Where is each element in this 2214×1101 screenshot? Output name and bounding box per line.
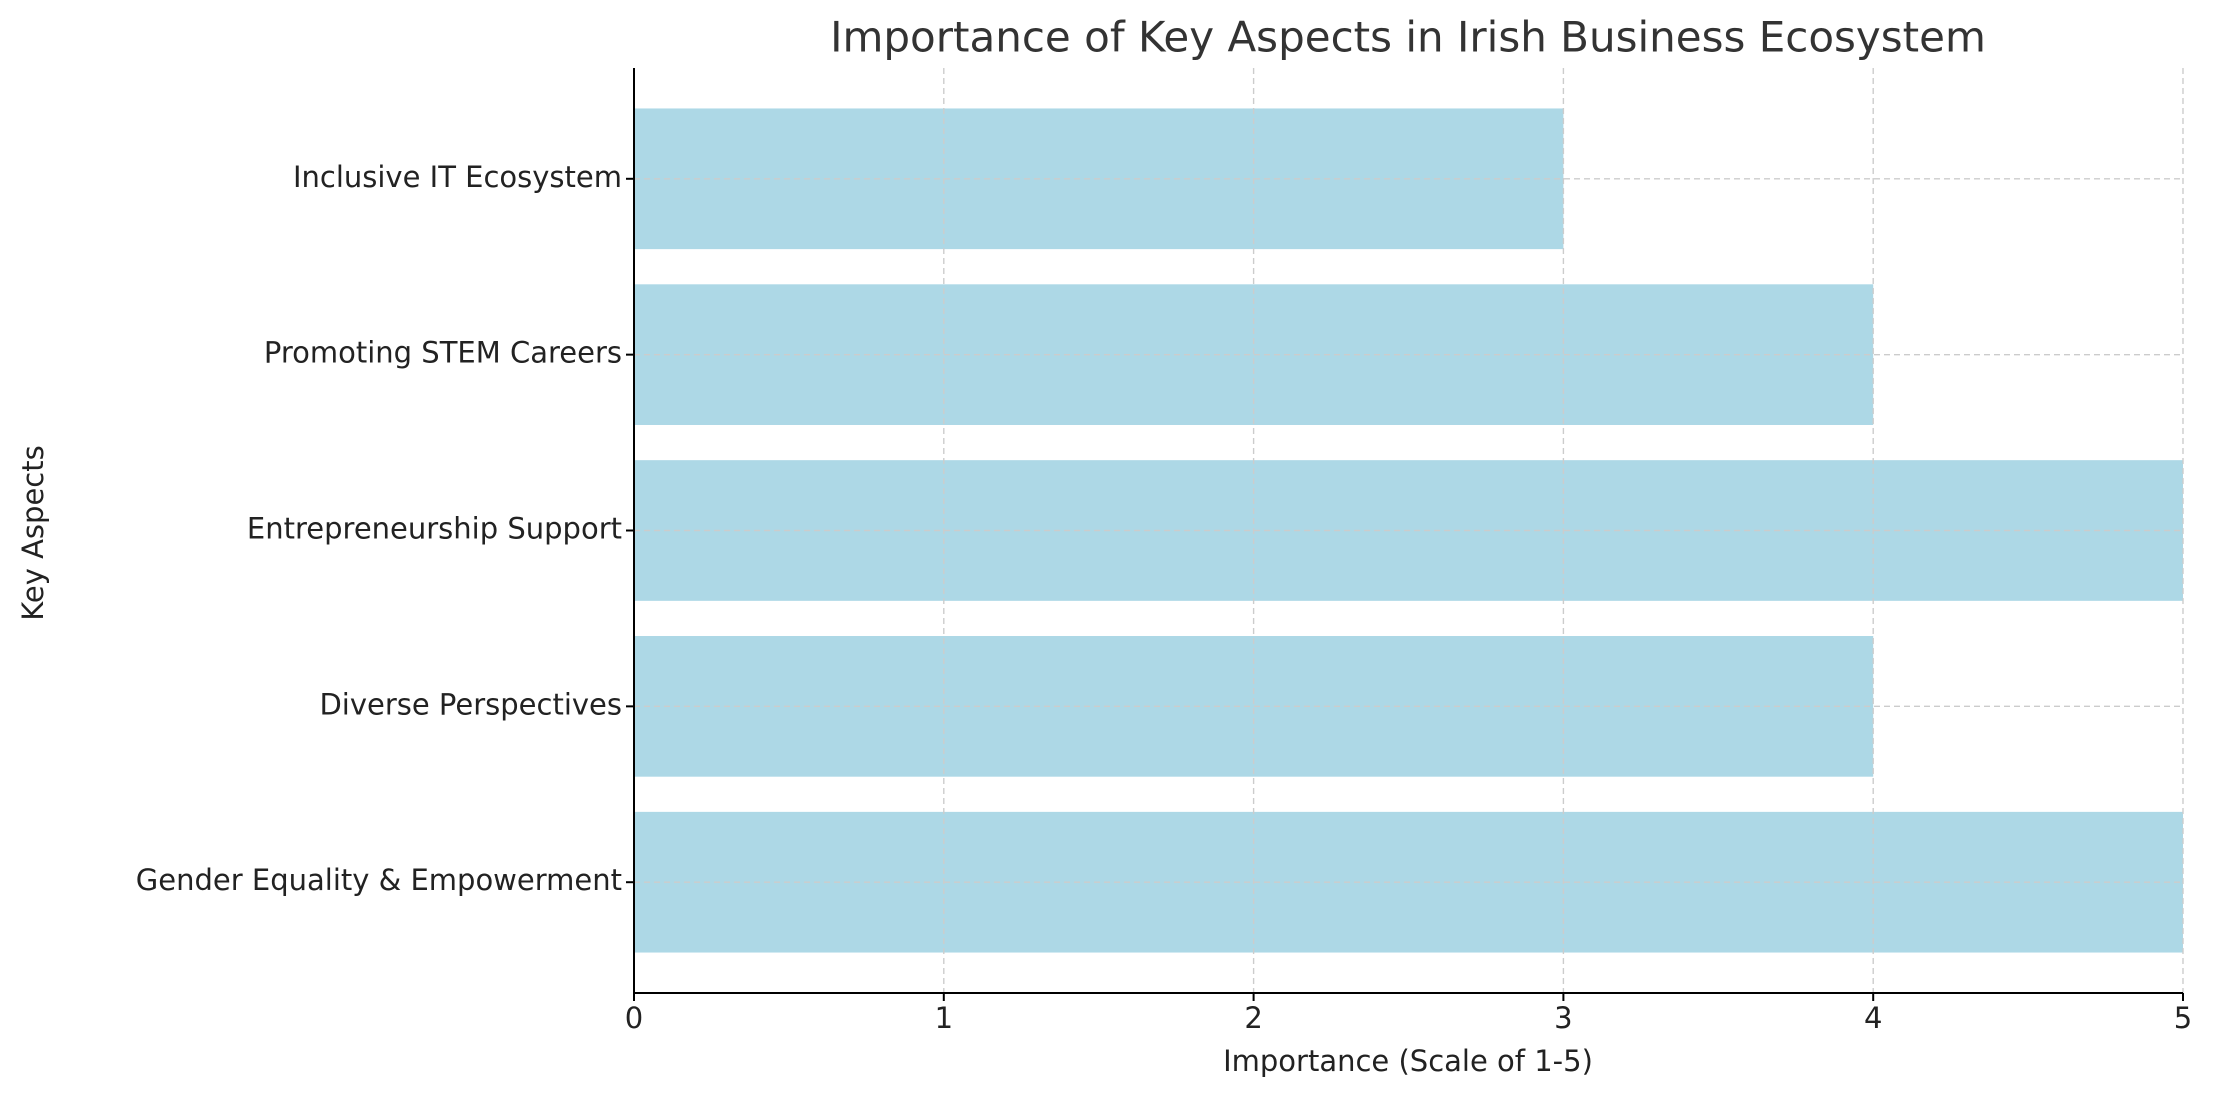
y-tick-label: Inclusive IT Ecosystem xyxy=(293,160,622,194)
x-axis-label: Importance (Scale of 1-5) xyxy=(1223,1044,1593,1078)
x-tick-label: 0 xyxy=(625,1001,643,1035)
y-tick-label: Entrepreneurship Support xyxy=(247,512,622,546)
x-tick-label: 5 xyxy=(2174,1001,2192,1035)
chart-title: Importance of Key Aspects in Irish Busin… xyxy=(830,13,1986,62)
y-tick-label: Promoting STEM Careers xyxy=(264,336,622,370)
x-tick-label: 2 xyxy=(1244,1001,1262,1035)
x-tick-label: 1 xyxy=(935,1001,953,1035)
y-tick-label: Diverse Perspectives xyxy=(319,687,622,721)
x-tick-label: 4 xyxy=(1864,1001,1882,1035)
y-axis-label: Key Aspects xyxy=(16,445,50,620)
x-tick-label: 3 xyxy=(1554,1001,1572,1035)
y-tick-label: Gender Equality & Empowerment xyxy=(136,863,622,897)
